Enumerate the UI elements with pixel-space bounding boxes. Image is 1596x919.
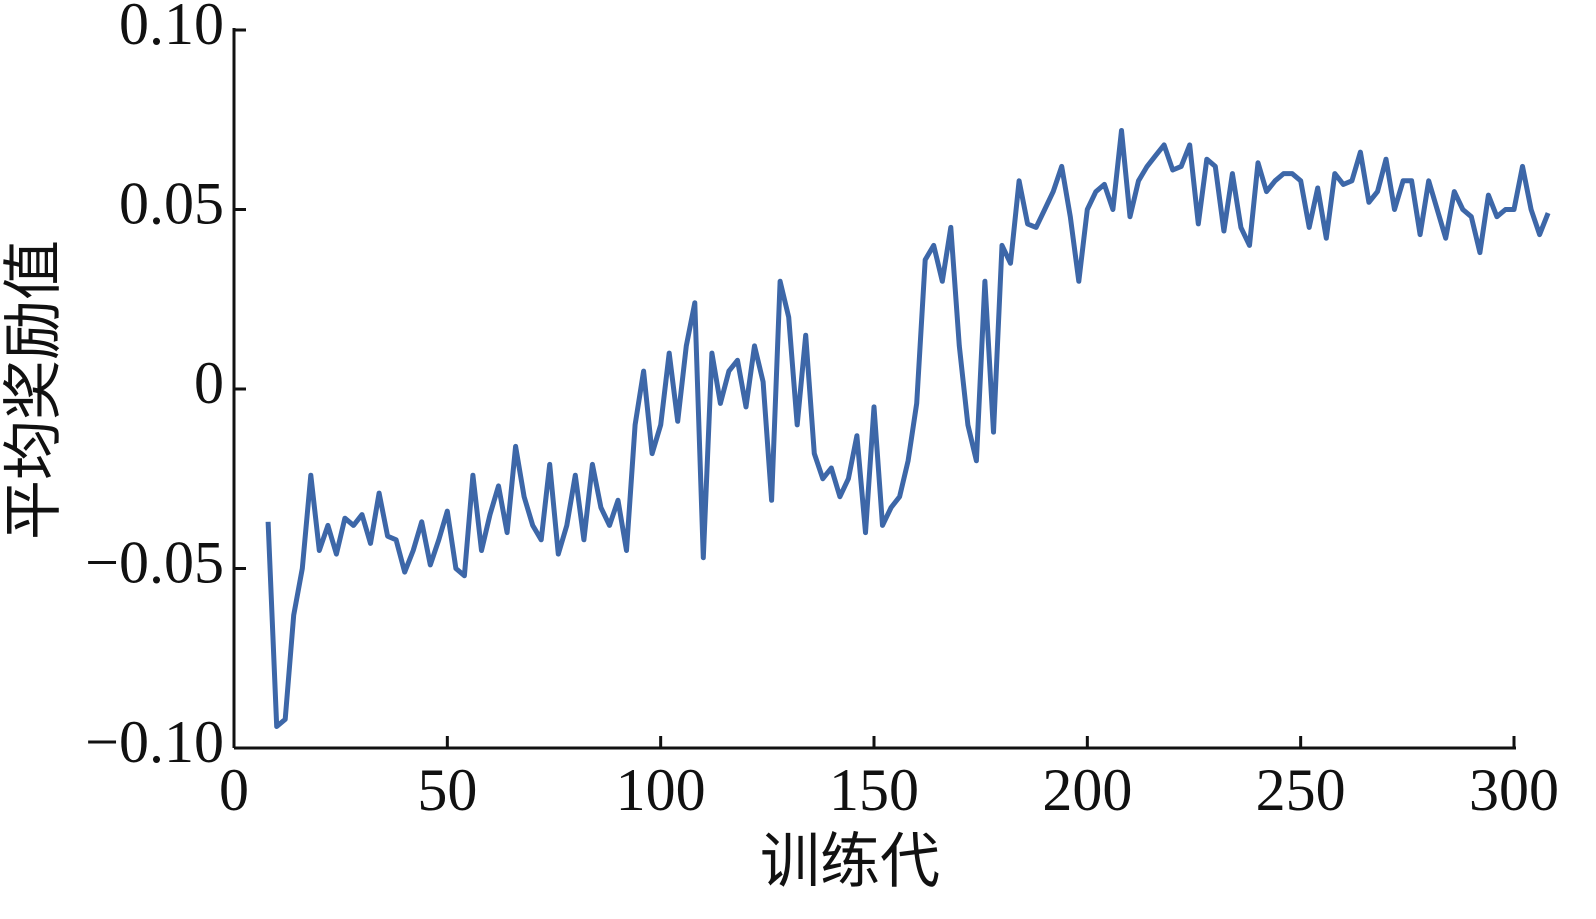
line-series — [265, 128, 1551, 729]
x-tick-label: 200 — [1042, 757, 1132, 823]
y-axis-label: 平均奖励值 — [1, 240, 67, 540]
x-tick-label: 50 — [417, 757, 477, 823]
x-tick-label: 100 — [616, 757, 706, 823]
y-tick-label: −0.05 — [85, 529, 224, 595]
y-tick-label: 0.10 — [119, 0, 224, 57]
y-tick-label: −0.10 — [85, 709, 224, 775]
x-tick-label: 150 — [829, 757, 919, 823]
x-tick-label: 250 — [1256, 757, 1346, 823]
x-tick-label: 300 — [1469, 757, 1559, 823]
y-tick-label: 0 — [194, 350, 224, 416]
x-tick-label: 0 — [219, 757, 249, 823]
x-axis-label: 训练代 — [760, 829, 940, 895]
y-tick-label: 0.05 — [119, 170, 224, 236]
